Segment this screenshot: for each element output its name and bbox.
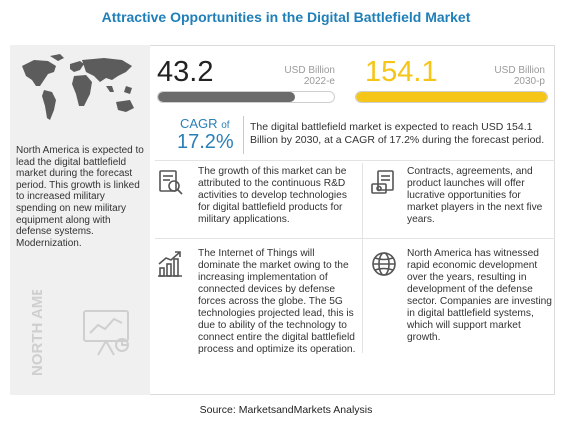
market-unit-2022: USD Billion 2022-e bbox=[250, 65, 335, 87]
market-bar-fill bbox=[356, 92, 547, 102]
contract-money-icon bbox=[371, 170, 394, 194]
region-watermark-label: NORTH AMERICA bbox=[29, 290, 46, 376]
market-period-label: 2030-p bbox=[513, 76, 545, 87]
market-bar-2022 bbox=[157, 45, 335, 103]
market-value-2022: 43.2 bbox=[157, 56, 214, 88]
market-value-2030: 154.1 bbox=[365, 56, 438, 88]
world-map-icon bbox=[22, 54, 134, 120]
insight-card-text: The Internet of Things will dominate the… bbox=[198, 248, 356, 355]
market-unit-2030: USD Billion 2030-p bbox=[460, 65, 545, 87]
market-unit-label: USD Billion bbox=[494, 65, 545, 76]
research-document-icon bbox=[159, 170, 183, 195]
section-divider bbox=[155, 238, 555, 239]
market-unit-label: USD Billion bbox=[284, 65, 335, 76]
section-divider bbox=[155, 160, 555, 161]
region-watermark: NORTH AMERICA bbox=[29, 290, 46, 376]
market-bar-fill bbox=[158, 92, 296, 102]
column-divider bbox=[362, 163, 363, 353]
cagr-value: 17.2% bbox=[177, 131, 234, 153]
market-bar-track bbox=[157, 91, 335, 103]
market-period-label: 2022-e bbox=[303, 76, 335, 87]
market-bar-2030 bbox=[355, 45, 548, 103]
page-title: Attractive Opportunities in the Digital … bbox=[101, 9, 471, 25]
insight-card-text: The growth of this market can be attribu… bbox=[198, 166, 347, 225]
globe-icon bbox=[372, 252, 396, 276]
growth-chart-icon bbox=[158, 251, 182, 277]
market-bar-track bbox=[355, 91, 548, 103]
cagr-description: The digital battlefield market is expect… bbox=[250, 121, 545, 146]
cagr-of-text: of bbox=[221, 120, 230, 131]
cagr-divider bbox=[243, 116, 244, 154]
analytics-presentation-icon bbox=[83, 310, 129, 356]
cagr-label-text: CAGR bbox=[180, 116, 218, 131]
cagr-label: CAGR of bbox=[180, 116, 230, 131]
source-note: Source: MarketsandMarkets Analysis bbox=[199, 404, 373, 416]
region-description: North America is expected to lead the di… bbox=[16, 145, 144, 249]
insight-card-text: North America has witnessed rapid econom… bbox=[407, 248, 552, 343]
insight-card-text: Contracts, agreements, and product launc… bbox=[407, 166, 543, 225]
